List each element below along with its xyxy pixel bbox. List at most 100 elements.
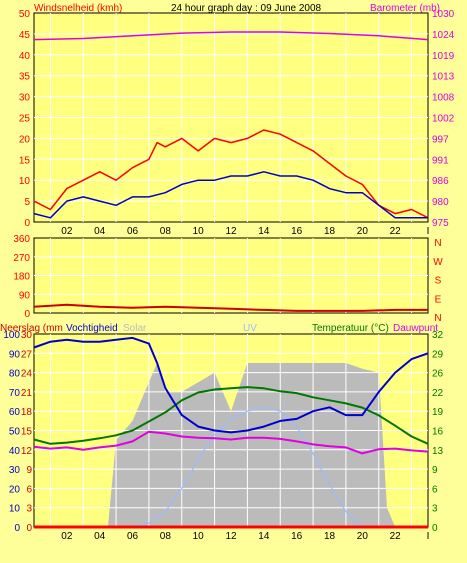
temperature-y-tick: 6 xyxy=(432,484,438,495)
temperature-y-tick: 16 xyxy=(432,427,444,438)
climate-x-tick: I xyxy=(427,531,430,542)
solar-area xyxy=(34,363,428,527)
barometer-line xyxy=(33,31,429,41)
wind-y-tick: 50 xyxy=(19,9,31,20)
rain-y-tick: 18 xyxy=(21,407,33,418)
solar-axis-label: Solar xyxy=(123,323,147,334)
direction-y-tick: 270 xyxy=(13,253,30,264)
humidity-y-tick: 50 xyxy=(9,427,21,438)
climate-x-tick: 14 xyxy=(258,531,270,542)
compass-label: S xyxy=(435,276,442,287)
wind-y-tick: 10 xyxy=(19,176,31,187)
wind-y-tick: 25 xyxy=(19,114,31,125)
climate-x-tick: 04 xyxy=(94,531,106,542)
barometer-y-tick: 991 xyxy=(432,155,449,166)
humidity-y-tick: 70 xyxy=(9,388,21,399)
wind-x-tick: 10 xyxy=(193,226,205,237)
barometer-y-tick: 980 xyxy=(432,197,449,208)
barometer-y-tick: 1013 xyxy=(432,72,455,83)
humidity-y-tick: 0 xyxy=(14,523,20,534)
wind-direction-line xyxy=(33,303,428,312)
compass-label: E xyxy=(435,294,442,305)
climate-x-tick: 12 xyxy=(225,531,237,542)
wind-axis-label: Windsnelheid (kmh) xyxy=(34,3,122,14)
rain-y-tick: 21 xyxy=(21,388,33,399)
rain-y-tick: 24 xyxy=(21,369,33,380)
uv-axis-label: UV xyxy=(243,323,257,334)
wind-x-tick: 12 xyxy=(225,226,237,237)
wind-y-tick: 20 xyxy=(19,134,31,145)
rain-y-tick: 30 xyxy=(21,330,33,341)
barometer-y-tick: 997 xyxy=(432,134,449,145)
humidity-y-tick: 20 xyxy=(9,484,21,495)
compass-label: N xyxy=(434,238,441,249)
climate-x-tick: 20 xyxy=(357,531,369,542)
humidity-y-tick: 10 xyxy=(9,504,21,515)
wind-x-tick: 04 xyxy=(94,226,106,237)
temperature-y-tick: 13 xyxy=(432,446,444,457)
humidity-line xyxy=(33,336,429,434)
direction-y-tick: 360 xyxy=(13,234,30,245)
barometer-y-tick: 1008 xyxy=(432,93,455,104)
climate-x-tick: 08 xyxy=(160,531,172,542)
barometer-y-tick: 975 xyxy=(432,218,449,229)
dewpoint-axis-label: Dauwpunt xyxy=(393,323,438,334)
humidity-y-tick: 60 xyxy=(9,407,21,418)
temperature-y-tick: 29 xyxy=(432,349,444,360)
wind-y-tick: 30 xyxy=(19,93,31,104)
rain-y-tick: 15 xyxy=(21,427,33,438)
barometer-y-tick: 1030 xyxy=(432,9,455,20)
climate-x-tick: 18 xyxy=(324,531,336,542)
wind-x-tick: I xyxy=(427,226,430,237)
wind-x-tick: 18 xyxy=(324,226,336,237)
wind-y-tick: 40 xyxy=(19,51,31,62)
direction-y-tick: 180 xyxy=(13,272,30,283)
temperature-line xyxy=(33,386,429,445)
wind-gust-line xyxy=(33,129,429,219)
temperature-y-tick: 22 xyxy=(432,388,444,399)
dewpoint-line xyxy=(33,430,429,455)
wind-x-tick: 02 xyxy=(61,226,73,237)
humidity-axis-label: Vochtigheid xyxy=(66,323,118,334)
rain-y-tick: 0 xyxy=(26,523,32,534)
temperature-y-tick: 9 xyxy=(432,465,438,476)
wind-x-tick: 22 xyxy=(390,226,402,237)
uv-line xyxy=(34,406,428,528)
wind-y-tick: 0 xyxy=(24,218,30,229)
rain-y-tick: 12 xyxy=(21,446,33,457)
barometer-y-tick: 1002 xyxy=(432,114,455,125)
wind-x-tick: 08 xyxy=(160,226,172,237)
wind-x-tick: 06 xyxy=(127,226,139,237)
humidity-y-tick: 40 xyxy=(9,446,21,457)
wind-y-tick: 45 xyxy=(19,30,31,41)
climate-x-tick: 06 xyxy=(127,531,139,542)
temperature-y-tick: 3 xyxy=(432,504,438,515)
wind-x-tick: 16 xyxy=(291,226,303,237)
climate-x-tick: 22 xyxy=(390,531,402,542)
barometer-y-tick: 1024 xyxy=(432,30,455,41)
wind-x-tick: 20 xyxy=(357,226,369,237)
climate-x-tick: 10 xyxy=(193,531,205,542)
direction-y-tick: 0 xyxy=(24,309,30,320)
rain-y-tick: 27 xyxy=(21,349,33,360)
humidity-y-tick: 30 xyxy=(9,465,21,476)
direction-y-tick: 90 xyxy=(19,290,31,301)
chart-title: 24 hour graph day : 09 June 2008 xyxy=(171,3,322,14)
temperature-y-tick: 32 xyxy=(432,330,444,341)
temperature-y-tick: 26 xyxy=(432,369,444,380)
humidity-y-tick: 80 xyxy=(9,369,21,380)
wind-x-tick: 14 xyxy=(258,226,270,237)
wind-speed-line xyxy=(33,171,428,219)
compass-label: N xyxy=(434,313,441,324)
rain-y-tick: 6 xyxy=(26,484,32,495)
climate-x-tick: 02 xyxy=(61,531,73,542)
compass-label: W xyxy=(433,257,443,268)
rain-y-tick: 3 xyxy=(26,504,32,515)
temperature-axis-label: Temperatuur (°C) xyxy=(312,323,389,334)
barometer-axis-label: Barometer (mb) xyxy=(370,3,440,14)
temperature-y-tick: 0 xyxy=(432,523,438,534)
humidity-y-tick: 100 xyxy=(3,330,20,341)
barometer-y-tick: 986 xyxy=(432,176,449,187)
